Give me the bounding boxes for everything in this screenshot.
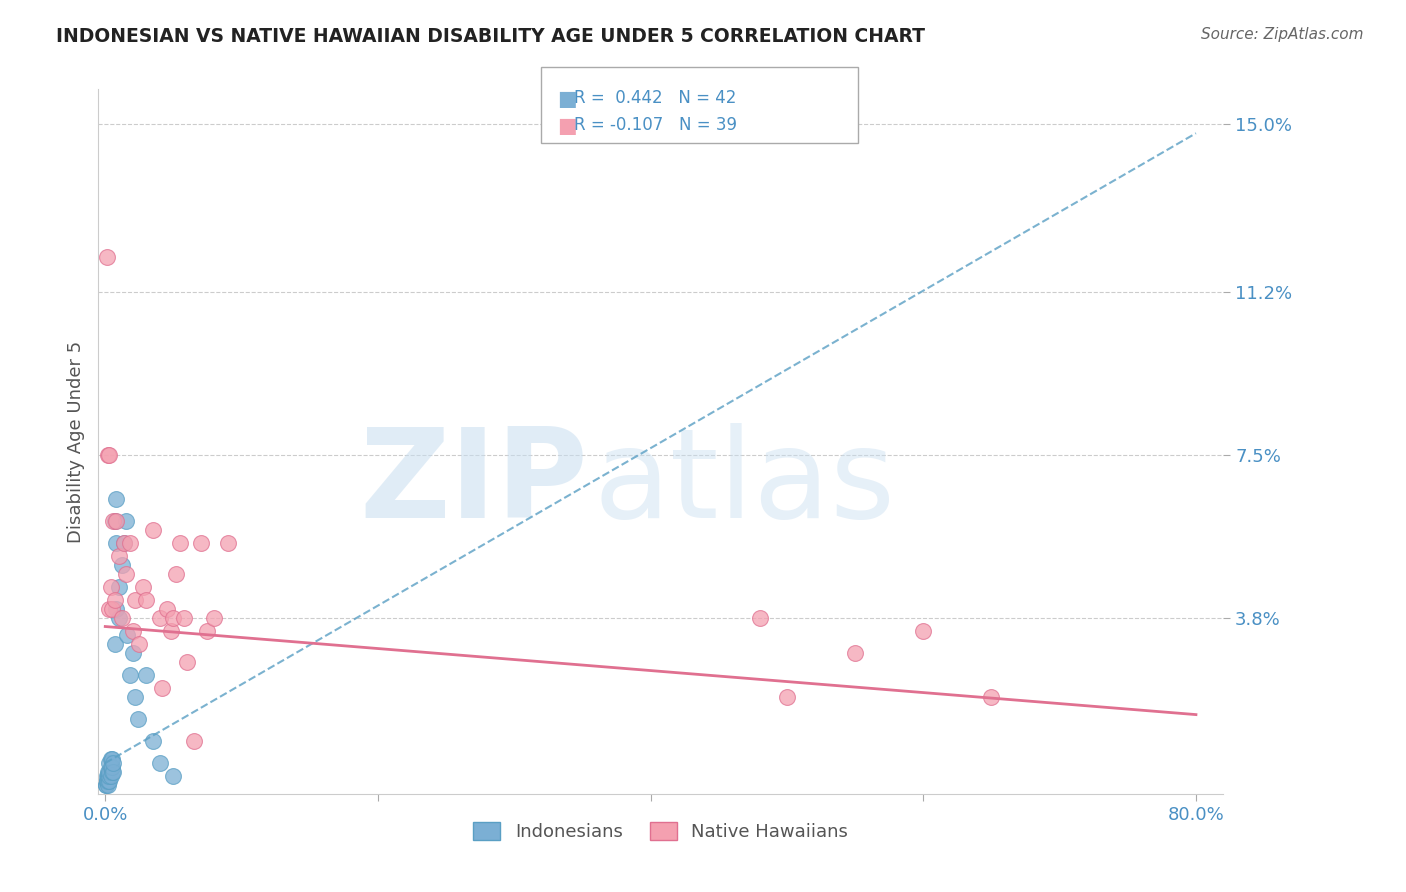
Point [104,514,127,528]
Point [108,611,131,625]
Point [135,668,157,682]
Point [96,773,118,788]
Point [165,566,187,581]
Point [844,646,866,660]
Point [159,624,181,638]
Point [97,448,120,462]
Point [98,769,121,783]
Point [776,690,799,704]
Point [980,690,1002,704]
Point [121,624,143,638]
Point [101,751,124,765]
Point [114,566,136,581]
Point [96,773,118,788]
Point [101,760,124,774]
Point [112,536,135,550]
Text: R = -0.107   N = 39: R = -0.107 N = 39 [574,116,737,134]
Point [94,778,117,792]
Legend: Indonesians, Native Hawaiians: Indonesians, Native Hawaiians [467,814,855,848]
Point [100,769,122,783]
Text: ■: ■ [557,116,576,136]
Point [162,611,184,625]
Point [169,536,191,550]
Point [217,536,239,550]
Point [110,558,132,572]
Point [132,580,155,594]
Point [118,536,141,550]
Point [96,250,118,264]
Point [149,756,172,770]
Point [162,769,184,783]
Point [190,536,212,550]
Point [100,751,122,765]
Point [124,690,146,704]
Point [128,637,150,651]
Point [98,602,121,616]
Point [127,712,149,726]
Point [110,611,132,625]
Point [124,593,146,607]
Point [104,593,127,607]
Point [104,637,127,651]
Point [149,611,172,625]
Point [105,514,128,528]
Point [103,514,125,528]
Point [183,734,205,748]
Point [100,760,122,774]
Point [98,756,121,770]
Text: R =  0.442   N = 42: R = 0.442 N = 42 [574,89,735,107]
Point [97,764,120,779]
Text: Source: ZipAtlas.com: Source: ZipAtlas.com [1201,27,1364,42]
Point [97,773,120,788]
Point [173,611,195,625]
Point [98,773,121,788]
Point [96,769,118,783]
Point [108,549,131,563]
Text: ZIP: ZIP [359,424,588,544]
Point [108,580,131,594]
Point [101,764,124,779]
Point [98,764,121,779]
Point [98,448,121,462]
Point [135,593,157,607]
Point [202,611,225,625]
Point [97,778,120,792]
Y-axis label: Disability Age Under 5: Disability Age Under 5 [66,341,84,542]
Text: atlas: atlas [593,424,896,544]
Point [115,628,138,642]
Point [197,624,219,638]
Point [912,624,935,638]
Point [112,536,135,550]
Point [97,769,120,783]
Point [155,602,177,616]
Point [96,773,118,788]
Text: ■: ■ [557,89,576,109]
Point [105,602,128,616]
Point [176,655,198,669]
Point [103,756,125,770]
Point [105,491,128,506]
Text: INDONESIAN VS NATIVE HAWAIIAN DISABILITY AGE UNDER 5 CORRELATION CHART: INDONESIAN VS NATIVE HAWAIIAN DISABILITY… [56,27,925,45]
Point [100,580,122,594]
Point [103,764,125,779]
Point [142,734,165,748]
Point [121,646,143,660]
Point [142,523,165,537]
Point [97,769,120,783]
Point [114,514,136,528]
Point [152,681,174,696]
Point [101,602,124,616]
Point [118,668,141,682]
Point [105,536,128,550]
Point [96,778,118,792]
Point [748,611,770,625]
